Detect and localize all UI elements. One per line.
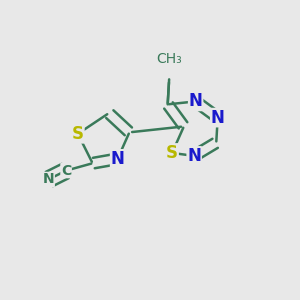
Text: C: C — [61, 164, 71, 178]
Text: S: S — [72, 125, 84, 143]
Text: N: N — [43, 172, 54, 186]
Text: N: N — [189, 92, 202, 110]
Text: N: N — [187, 147, 201, 165]
Text: S: S — [166, 144, 178, 162]
Text: CH₃: CH₃ — [156, 52, 182, 66]
Text: N: N — [111, 150, 124, 168]
Text: N: N — [211, 109, 225, 127]
